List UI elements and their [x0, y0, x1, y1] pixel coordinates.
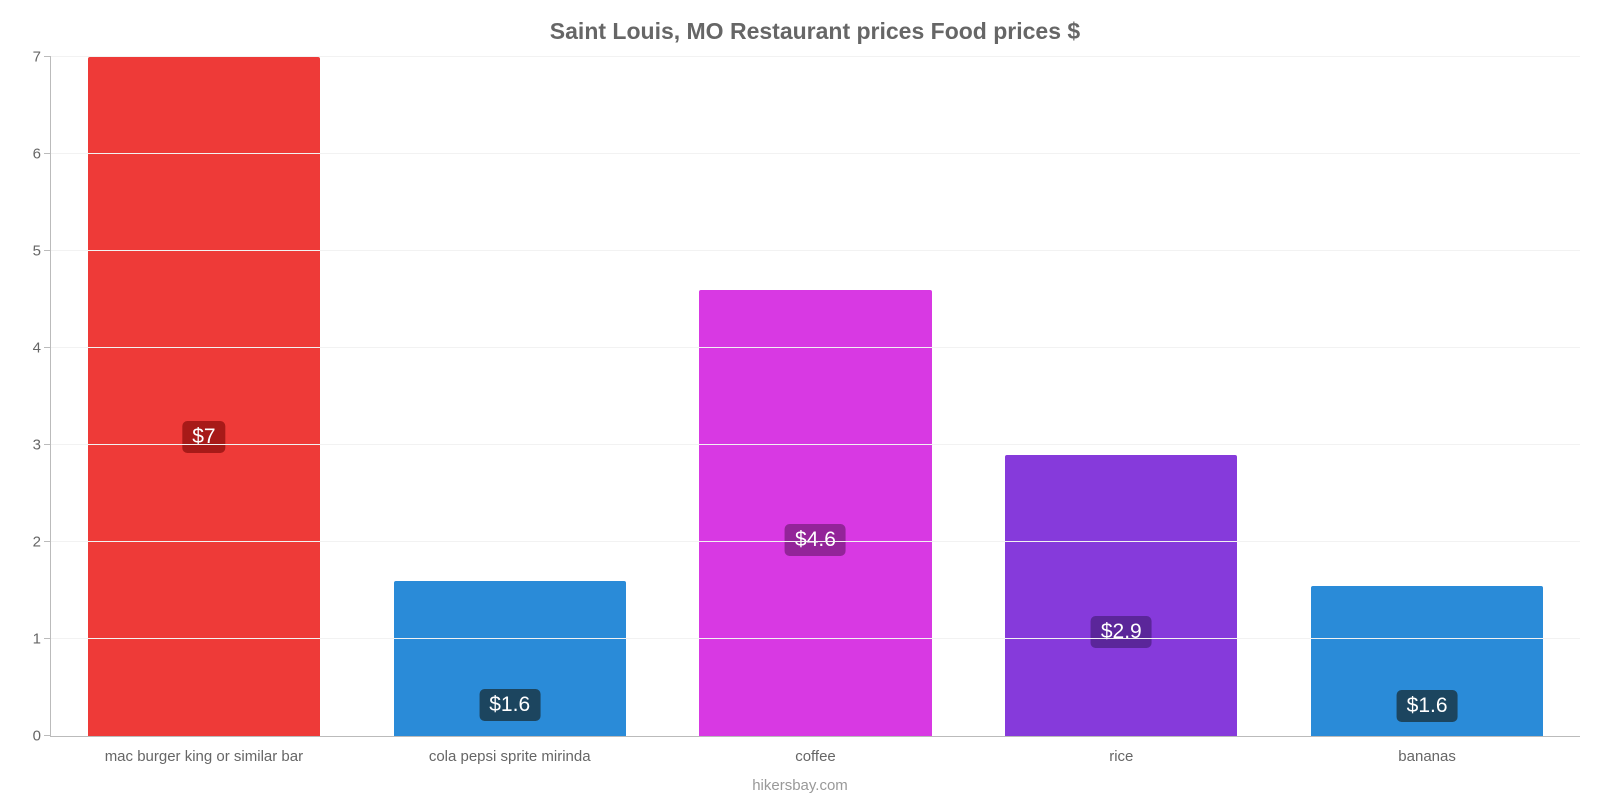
gridline — [51, 56, 1580, 57]
value-label: $2.9 — [1091, 616, 1152, 648]
chart-container: Saint Louis, MO Restaurant prices Food p… — [0, 0, 1600, 800]
ytick-label: 0 — [33, 728, 51, 745]
gridline — [51, 638, 1580, 639]
plot-area: $7mac burger king or similar bar$1.6cola… — [50, 57, 1580, 737]
gridline — [51, 541, 1580, 542]
bar: $2.9 — [1005, 455, 1237, 736]
xtick-label: rice — [1109, 736, 1133, 765]
chart-title: Saint Louis, MO Restaurant prices Food p… — [50, 18, 1580, 45]
value-label: $4.6 — [785, 524, 846, 556]
ytick-label: 4 — [33, 340, 51, 357]
ytick-label: 2 — [33, 534, 51, 551]
ytick-label: 1 — [33, 631, 51, 648]
bar-slot: $2.9rice — [968, 57, 1274, 736]
bar: $1.6 — [1311, 586, 1543, 736]
ytick-label: 5 — [33, 243, 51, 260]
bar-slot: $1.6cola pepsi sprite mirinda — [357, 57, 663, 736]
bar: $7 — [88, 57, 320, 736]
footer-credit: hikersbay.com — [0, 777, 1600, 794]
gridline — [51, 153, 1580, 154]
bar: $4.6 — [699, 290, 931, 736]
value-label: $7 — [182, 421, 225, 453]
xtick-label: mac burger king or similar bar — [105, 736, 303, 765]
bar-slot: $7mac burger king or similar bar — [51, 57, 357, 736]
bar-slot: $1.6bananas — [1274, 57, 1580, 736]
value-label: $1.6 — [1397, 690, 1458, 722]
xtick-label: cola pepsi sprite mirinda — [429, 736, 591, 765]
gridline — [51, 250, 1580, 251]
bar: $1.6 — [394, 581, 626, 736]
gridline — [51, 347, 1580, 348]
xtick-label: bananas — [1398, 736, 1456, 765]
xtick-label: coffee — [795, 736, 836, 765]
bar-slot: $4.6coffee — [663, 57, 969, 736]
ytick-label: 6 — [33, 146, 51, 163]
gridline — [51, 444, 1580, 445]
ytick-label: 7 — [33, 49, 51, 66]
ytick-label: 3 — [33, 437, 51, 454]
bars-row: $7mac burger king or similar bar$1.6cola… — [51, 57, 1580, 736]
value-label: $1.6 — [479, 689, 540, 721]
